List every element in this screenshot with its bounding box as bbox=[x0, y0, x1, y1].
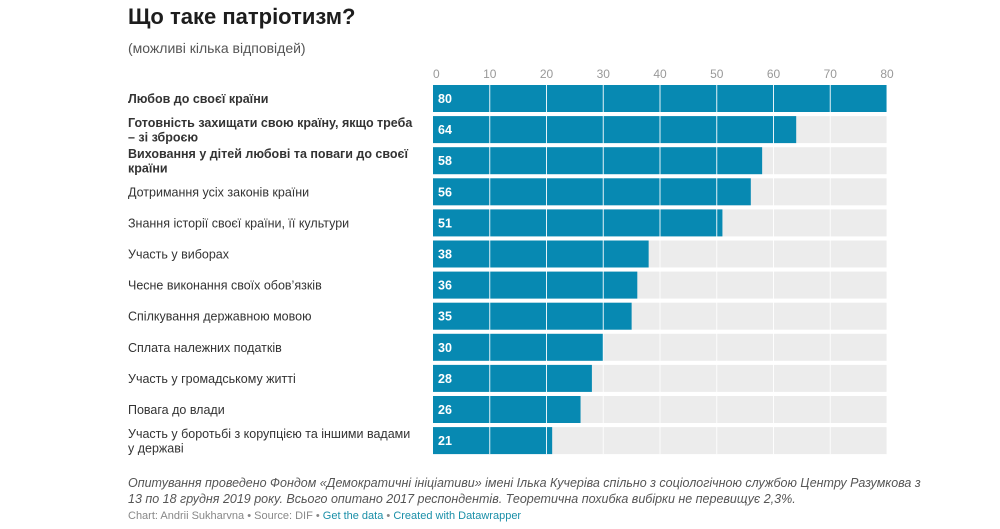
bar bbox=[433, 427, 553, 455]
footer-separator: • bbox=[383, 510, 394, 522]
bar-value-label: 36 bbox=[438, 279, 452, 293]
category-label: Сплата належних податків bbox=[128, 341, 282, 355]
x-tick-label: 30 bbox=[597, 67, 611, 81]
bar bbox=[433, 302, 632, 330]
bar-value-label: 56 bbox=[438, 185, 452, 199]
x-tick-label: 70 bbox=[824, 67, 838, 81]
bar bbox=[433, 116, 797, 144]
x-tick-label: 50 bbox=[710, 67, 724, 81]
bar-value-label: 38 bbox=[438, 248, 452, 262]
category-label: Дотримання усіх законів країни bbox=[128, 185, 309, 199]
bar-value-label: 58 bbox=[438, 154, 452, 168]
bar bbox=[433, 209, 723, 237]
footer-credit: Chart: Andrii Sukharvna • Source: DIF • bbox=[128, 510, 323, 522]
x-tick-label: 80 bbox=[880, 67, 894, 81]
bar bbox=[433, 178, 751, 206]
x-tick-label: 20 bbox=[540, 67, 554, 81]
x-tick-label: 0 bbox=[433, 67, 440, 81]
x-tick-label: 10 bbox=[483, 67, 497, 81]
bar-value-label: 30 bbox=[438, 341, 452, 355]
bar-value-label: 51 bbox=[438, 216, 452, 230]
bar-value-label: 80 bbox=[438, 92, 452, 106]
category-label: Готовність захищати свою країну, якщо тр… bbox=[128, 116, 413, 145]
category-label: Любов до своєї країни bbox=[128, 92, 268, 106]
get-data-link[interactable]: Get the data bbox=[322, 510, 384, 522]
x-tick-label: 40 bbox=[653, 67, 667, 81]
bar bbox=[433, 271, 638, 299]
bar bbox=[433, 364, 592, 392]
bar bbox=[433, 333, 604, 361]
category-label: Участь у громадському житті bbox=[128, 372, 296, 386]
category-label: Участь у боротьбі з корупцією та іншими … bbox=[128, 427, 410, 456]
row-layer: 80 Любов до своєї країни 64 Готовність захи… bbox=[128, 85, 888, 456]
bar bbox=[433, 240, 649, 268]
bar-value-label: 26 bbox=[438, 403, 452, 417]
tick-layer: 0 10 20 30 40 50 60 70 80 bbox=[433, 67, 894, 81]
x-tick-label: 60 bbox=[767, 67, 781, 81]
chart-title: Що таке патріотизм? bbox=[128, 4, 356, 29]
category-label: Спілкування державною мовою bbox=[128, 310, 311, 324]
category-label: Виховання у дітей любові та поваги до св… bbox=[128, 147, 408, 176]
bar-value-label: 21 bbox=[438, 434, 452, 448]
bar-value-label: 64 bbox=[438, 123, 452, 137]
bar-value-label: 35 bbox=[438, 310, 452, 324]
category-label: Знання історії своєї країни, її культури bbox=[128, 216, 349, 230]
chart-subtitle: (можливі кілька відповідей) bbox=[128, 40, 306, 56]
category-label: Чесне виконання своїх обов’язків bbox=[128, 279, 322, 293]
bar-value-label: 28 bbox=[438, 372, 452, 386]
chart-notes: Опитування проведено Фондом «Демократичн… bbox=[128, 476, 921, 506]
chart-footer: Chart: Andrii Sukharvna • Source: DIF • … bbox=[128, 510, 521, 522]
bar-chart: 0 10 20 30 40 50 60 70 80 80 Любов до своєї країн… bbox=[128, 67, 894, 456]
datawrapper-link[interactable]: Created with Datawrapper bbox=[393, 510, 522, 522]
bar bbox=[433, 147, 763, 175]
category-label: Повага до влади bbox=[128, 403, 225, 417]
bar bbox=[433, 396, 581, 423]
category-label: Участь у виборах bbox=[128, 248, 230, 262]
